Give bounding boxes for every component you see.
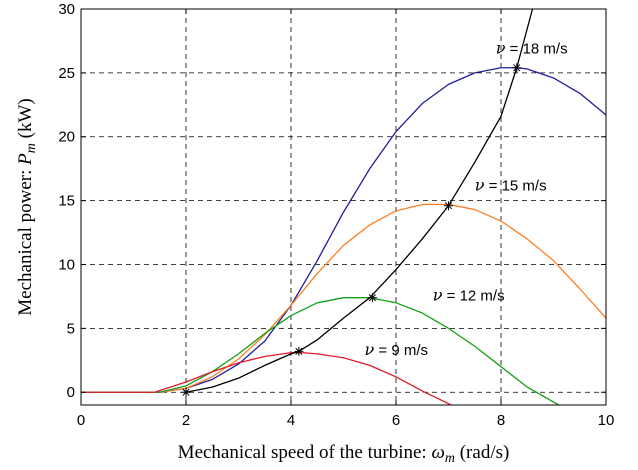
x-tick-label: 10: [598, 412, 615, 429]
star-marker-stroke: [368, 294, 376, 302]
series-line-4: [185, 9, 534, 393]
star-marker: [181, 387, 191, 397]
wind-speed-label: ν = 12 m/s: [433, 285, 505, 304]
wind-speed-value: = 15 m/s: [484, 177, 546, 194]
wind-speed-label: ν = 15 m/s: [475, 175, 547, 194]
grid-layer: [81, 9, 606, 405]
x-tick-label: 4: [287, 412, 295, 429]
x-tick-label: 6: [392, 412, 400, 429]
y-tick-label: 20: [58, 129, 75, 146]
star-marker: [294, 346, 304, 356]
x-tick-label: 2: [182, 412, 190, 429]
star-marker-stroke: [513, 64, 521, 72]
wind-speed-label: ν = 18 m/s: [496, 39, 568, 58]
series-line-1: [81, 203, 606, 393]
star-marker-stroke: [444, 202, 453, 210]
x-axis-label-subscript: m: [445, 451, 455, 466]
wind-speed-symbol: ν: [496, 39, 506, 58]
y-tick-label: 5: [67, 320, 75, 337]
y-tick-label: 15: [58, 193, 75, 210]
x-axis-label-text: Mechanical speed of the turbine:: [178, 442, 432, 463]
tick-layer: 0 2 4 6 8 10 0 5 10 15 20 25 30: [58, 1, 614, 429]
wind-speed-label: ν = 9 m/s: [365, 340, 429, 359]
marker-layer: [181, 63, 522, 397]
y-tick-label: 0: [67, 384, 75, 401]
x-axis-label-unit: (rad/s): [455, 442, 509, 463]
series-line-0: [81, 67, 606, 393]
y-axis-label: Mechanical power: Pm (kW): [15, 98, 39, 315]
star-marker-stroke: [182, 388, 190, 396]
plot-frame: [80, 8, 607, 406]
y-axis-label-unit: (kW): [15, 98, 36, 143]
star-marker: [444, 201, 453, 211]
wind-speed-value: = 12 m/s: [442, 287, 504, 304]
x-tick-label: 0: [77, 412, 85, 429]
wind-speed-symbol: ν: [475, 175, 485, 194]
wind-speed-value: = 18 m/s: [505, 41, 567, 58]
x-axis-label: Mechanical speed of the turbine: ωm (rad…: [178, 442, 510, 466]
wind-speed-symbol: ν: [433, 285, 443, 304]
x-axis-label-symbol: ω: [431, 442, 444, 463]
y-tick-label: 10: [58, 256, 75, 273]
y-axis-label-text: Mechanical power:: [15, 165, 36, 316]
star-marker: [367, 293, 377, 303]
wind-speed-symbol: ν: [365, 340, 375, 359]
x-tick-label: 8: [497, 412, 505, 429]
annotation-layer: ν = 18 m/sν = 15 m/sν = 12 m/sν = 9 m/s: [365, 39, 568, 359]
series-line-2: [81, 297, 560, 405]
star-marker-stroke: [295, 347, 303, 355]
series-line-3: [81, 351, 452, 405]
star-marker: [512, 63, 522, 73]
y-tick-label: 25: [58, 65, 75, 82]
y-axis-label-subscript: m: [24, 143, 39, 153]
wind-speed-value: = 9 m/s: [374, 342, 428, 359]
series-layer: [81, 9, 606, 405]
y-axis-label-symbol: P: [15, 153, 36, 166]
y-tick-label: 30: [58, 1, 75, 18]
